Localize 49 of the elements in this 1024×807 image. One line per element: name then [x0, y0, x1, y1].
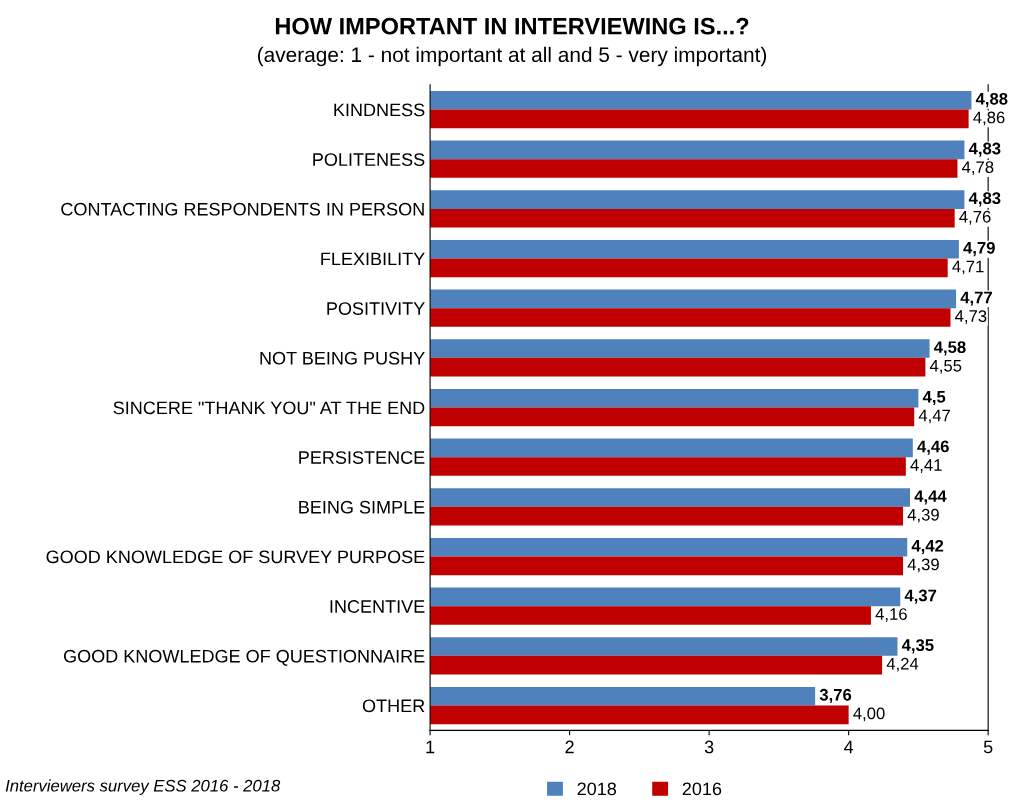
y-tick-label: INCENTIVE: [330, 600, 425, 613]
data-label: 4,35: [901, 639, 934, 654]
data-label: 4,44: [914, 490, 947, 505]
data-label: 4,24: [886, 657, 919, 672]
chart-title: HOW IMPORTANT IN INTERVIEWING IS...?: [275, 17, 749, 35]
data-label: 4,71: [952, 260, 984, 275]
y-tick-label: FLEXIBILITY: [321, 252, 425, 266]
data-label: 4,73: [955, 310, 987, 324]
data-label: 4,76: [959, 210, 991, 225]
data-label: 4,39: [907, 508, 939, 523]
legend-label: 2016: [682, 782, 722, 796]
y-tick-label: GOOD KNOWLEDGE OF SURVEY PURPOSE: [46, 550, 425, 564]
chart-subtitle: (average: 1 - not important at all and 5 - very important): [257, 46, 767, 67]
y-tick-label: NOT BEING PUSHY: [260, 351, 425, 365]
data-label: 4,46: [917, 440, 949, 455]
x-tick-label: 1: [426, 740, 435, 754]
y-tick-label: SINCERE "THANK YOU" AT THE END: [113, 401, 425, 415]
data-label: 4,88: [975, 92, 1008, 108]
y-tick-label: KINDNESS: [334, 103, 425, 117]
data-label: 4,41: [910, 459, 942, 473]
data-label: 4,79: [963, 241, 995, 257]
data-label: 3,76: [819, 688, 852, 704]
data-label: 4,37: [904, 589, 937, 604]
data-label: 4,86: [973, 111, 1005, 126]
data-label: 4,78: [962, 161, 994, 175]
data-label: 4,55: [929, 360, 962, 374]
x-tick-label: 4: [844, 740, 854, 754]
y-tick-label: CONTACTING RESPONDENTS IN PERSON: [61, 202, 424, 216]
x-tick-label: 5: [983, 740, 993, 754]
y-tick-label: BEING SIMPLE: [299, 500, 425, 514]
data-label: 4,16: [875, 608, 907, 622]
text: Interviewers survey ESS 2016 - 2018: [5, 779, 281, 795]
data-label: 4,00: [853, 707, 885, 722]
data-label: 4,77: [960, 291, 992, 306]
y-tick-label: OTHER: [362, 699, 425, 713]
data-label: 4,83: [968, 142, 1001, 157]
y-tick-label: POLITENESS: [313, 153, 425, 166]
data-label: 4,5: [922, 391, 946, 406]
data-label: 4,42: [911, 539, 944, 555]
data-label: 4,58: [933, 341, 966, 356]
y-tick-label: GOOD KNOWLEDGE OF QUESTIONNAIRE: [63, 649, 425, 666]
x-tick-label: 2: [565, 740, 574, 754]
y-tick-label: PERSISTENCE: [299, 451, 425, 464]
y-tick-label: POSITIVITY: [327, 302, 425, 315]
data-label: 4,47: [918, 409, 950, 424]
data-label: 4,83: [968, 192, 1001, 207]
data-label: 4,39: [907, 558, 939, 573]
x-tick-label: 3: [704, 740, 714, 754]
legend-label: 2018: [577, 782, 617, 796]
